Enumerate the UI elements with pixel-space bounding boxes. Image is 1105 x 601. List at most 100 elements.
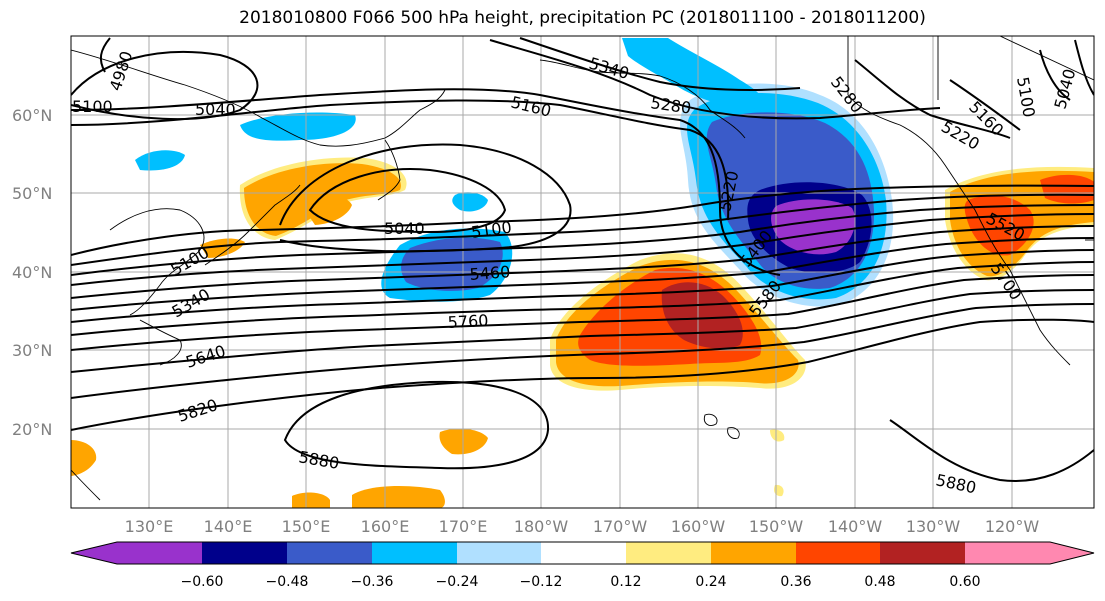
colorbar-segment bbox=[202, 542, 287, 564]
coast-siberia bbox=[71, 49, 446, 147]
contour-label: 5040 bbox=[384, 219, 425, 238]
lon-label: 140°E bbox=[204, 517, 253, 536]
contour-5700 bbox=[71, 274, 1094, 351]
contour-5100-main bbox=[71, 184, 1094, 256]
contour-label: 5460 bbox=[469, 262, 511, 284]
contour-label: 5760 bbox=[447, 311, 489, 332]
lat-label: 40°N bbox=[12, 263, 52, 282]
colorbar-tick-label: 0.60 bbox=[949, 574, 980, 590]
pos-anomaly-ne-red bbox=[1040, 174, 1094, 204]
height-contours bbox=[71, 37, 1094, 482]
colorbar-tick-label: 0.48 bbox=[864, 574, 895, 590]
pos-anomaly-south-3 bbox=[292, 492, 330, 508]
coast-philippines bbox=[71, 469, 101, 501]
colorbar-ticks: −0.60 −0.48 −0.36 −0.24 −0.12 0.12 0.24 … bbox=[181, 574, 981, 590]
colorbar-tick-label: −0.36 bbox=[351, 574, 394, 590]
lon-label: 140°W bbox=[828, 517, 883, 536]
colorbar-segment bbox=[71, 542, 202, 564]
border-north bbox=[999, 36, 1094, 81]
colorbar: −0.60 −0.48 −0.36 −0.24 −0.12 0.12 0.24 … bbox=[70, 541, 1095, 590]
lat-label: 60°N bbox=[12, 106, 52, 125]
precip-shading bbox=[71, 38, 1094, 508]
colorbar-segment bbox=[372, 542, 457, 564]
coast-na-west bbox=[847, 36, 1071, 366]
coast-alaska-west bbox=[539, 59, 746, 139]
contour-5820 bbox=[71, 303, 1094, 399]
latitude-labels: 60°N 50°N 40°N 30°N 20°N bbox=[12, 106, 52, 439]
contour-4980-arc bbox=[99, 37, 111, 73]
lat-label: 50°N bbox=[12, 184, 52, 203]
contour-5880-north bbox=[71, 318, 1094, 431]
lon-label: 130°W bbox=[906, 517, 961, 536]
contour-5460 bbox=[71, 225, 1094, 299]
contour-label: 5100 bbox=[72, 97, 113, 116]
lat-label: 30°N bbox=[12, 341, 52, 360]
lon-label: 160°W bbox=[671, 517, 726, 536]
pos-anomaly-south-2 bbox=[352, 485, 445, 508]
lon-label: 160°E bbox=[361, 517, 410, 536]
lon-label: 150°E bbox=[282, 517, 331, 536]
colorbar-tick-label: 0.12 bbox=[610, 574, 641, 590]
lat-label: 20°N bbox=[12, 420, 52, 439]
colorbar-tick-label: −0.12 bbox=[520, 574, 563, 590]
contour-5100-east bbox=[1039, 49, 1071, 101]
coast-japan bbox=[204, 184, 301, 266]
colorbar-segment bbox=[457, 542, 541, 564]
contour-5280 bbox=[489, 39, 941, 120]
lon-label: 130°E bbox=[125, 517, 174, 536]
contour-5760 bbox=[71, 289, 1094, 373]
colorbar-segment bbox=[541, 542, 626, 564]
contour-5880-east bbox=[889, 419, 1094, 482]
map-title: 2018010800 F066 500 hPa height, precipit… bbox=[239, 8, 926, 28]
contour-5040-low bbox=[308, 168, 507, 234]
lon-label: 150°W bbox=[749, 517, 804, 536]
neg-anomaly-okhotsk bbox=[240, 112, 356, 141]
contour-5040-east bbox=[1074, 39, 1094, 96]
colorbar-segment bbox=[287, 542, 372, 564]
colorbar-segment bbox=[626, 542, 711, 564]
contour-5160 bbox=[71, 88, 781, 276]
island-hawaii-2 bbox=[727, 427, 740, 439]
pos-anomaly-south-1 bbox=[439, 428, 488, 455]
contour-band-1 bbox=[71, 193, 1094, 266]
coast-asia-east bbox=[109, 208, 205, 316]
colorbar-segment bbox=[711, 542, 796, 564]
colorbar-tick-label: 0.36 bbox=[780, 574, 811, 590]
colorbar-tick-label: −0.48 bbox=[266, 574, 309, 590]
lon-label: 180°W bbox=[514, 517, 569, 536]
contour-5880-high bbox=[283, 380, 550, 470]
neg-anomaly-purple bbox=[771, 199, 856, 255]
colorbar-segment bbox=[796, 542, 880, 564]
neg-anomaly-small bbox=[452, 192, 488, 212]
colorbar-outline bbox=[70, 541, 1095, 565]
colorbar-segment bbox=[880, 542, 965, 564]
colorbar-tick-label: −0.60 bbox=[181, 574, 224, 590]
pos-anomaly-kuril bbox=[305, 196, 352, 225]
map-plot-area: 4980 5100 5040 5160 5340 5280 5280 5160 … bbox=[71, 36, 1094, 508]
neg-anomaly-bering bbox=[622, 38, 762, 110]
lon-label: 120°W bbox=[985, 517, 1040, 536]
colorbar-segment bbox=[965, 542, 1094, 564]
island-hawaii-1 bbox=[703, 413, 718, 426]
contour-5280-east bbox=[854, 59, 1011, 139]
contour-5580 bbox=[71, 249, 1094, 323]
colorbar-tick-label: −0.24 bbox=[436, 574, 479, 590]
lon-label: 170°W bbox=[593, 517, 648, 536]
lon-label: 170°E bbox=[439, 517, 488, 536]
pos-anomaly-west-edge bbox=[71, 440, 97, 476]
contour-5160-east bbox=[949, 79, 1021, 131]
contour-band-4 bbox=[71, 237, 1094, 311]
contour-5340 bbox=[519, 37, 801, 91]
contour-band-3 bbox=[71, 213, 1094, 286]
contour-5220 bbox=[71, 99, 730, 221]
colorbar-tick-label: 0.24 bbox=[695, 574, 726, 590]
pos-anomaly-korea bbox=[200, 238, 245, 258]
contour-4980-region bbox=[71, 51, 259, 121]
contour-band-2 bbox=[71, 204, 1094, 276]
contour-label: 5040 bbox=[195, 100, 236, 119]
longitude-labels: 130°E 140°E 150°E 160°E 170°E 180°W 170°… bbox=[125, 517, 1040, 536]
neg-anomaly-siberia bbox=[135, 150, 185, 171]
map-frame bbox=[70, 35, 1095, 509]
contour-5640 bbox=[71, 261, 1094, 336]
